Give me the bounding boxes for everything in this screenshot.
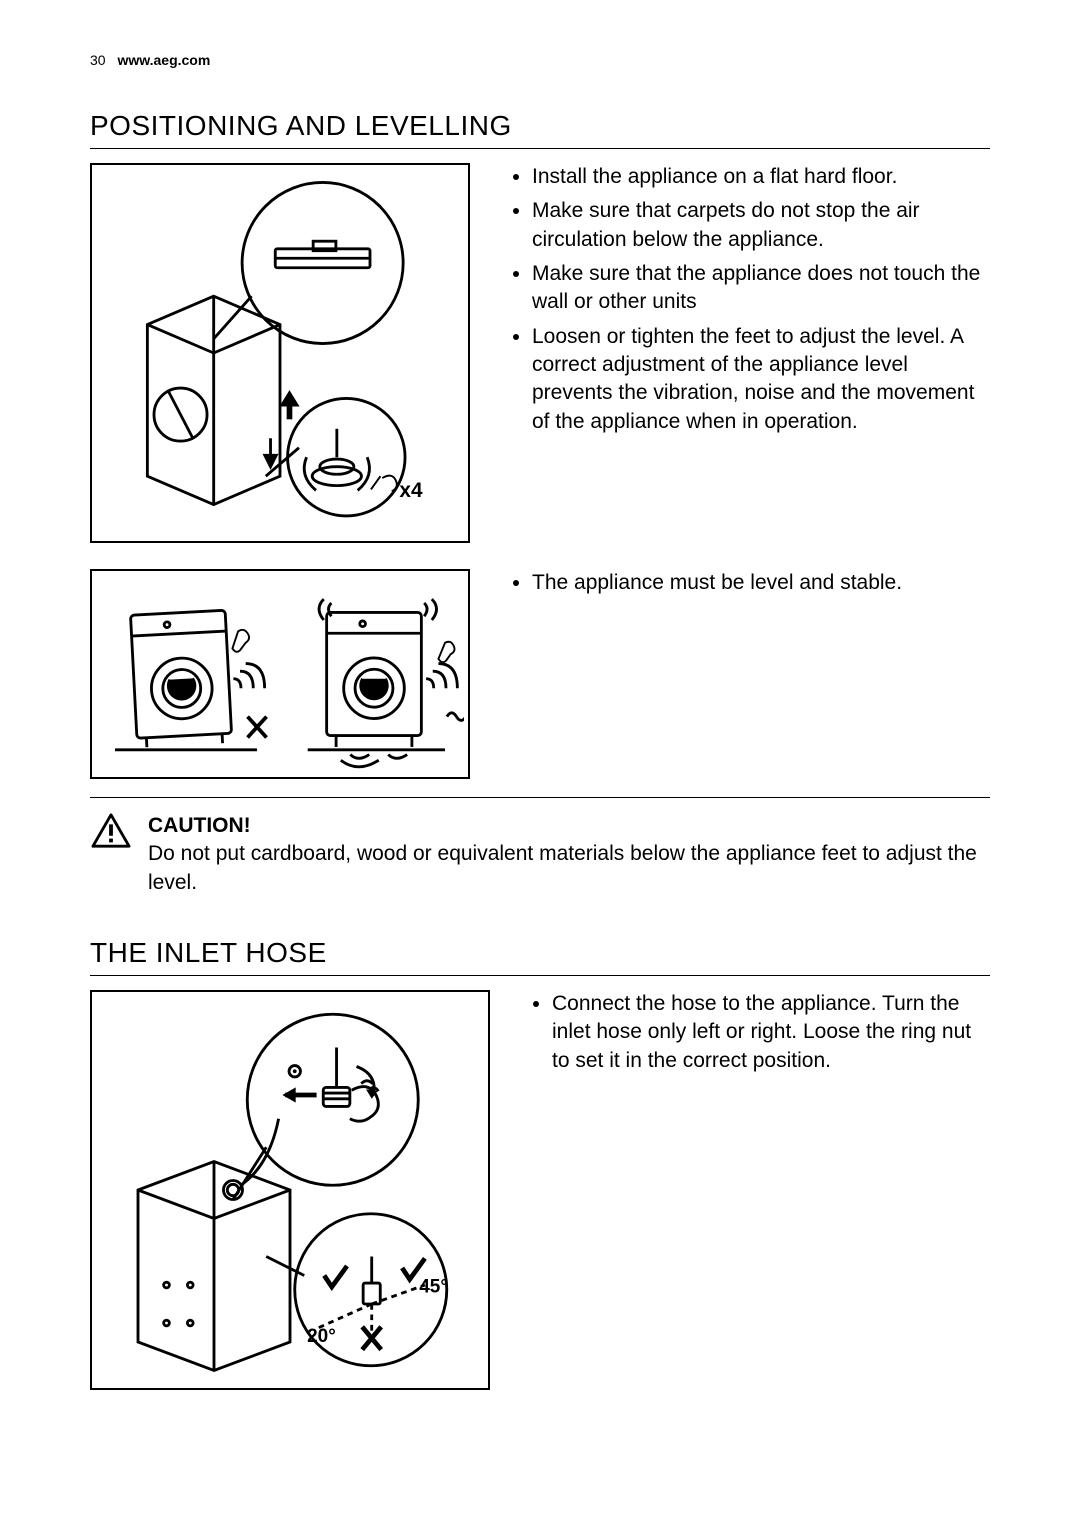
figure-inlet: 20° 45°: [90, 990, 490, 1390]
inlet-diagram-svg: 20° 45°: [100, 1000, 480, 1380]
angle-left-label: 20°: [307, 1326, 336, 1347]
section-title-positioning: POSITIONING AND LEVELLING: [90, 100, 990, 142]
section-rule: [90, 148, 990, 149]
section-rule: [90, 975, 990, 976]
svg-text:x4: x4: [399, 479, 423, 502]
positioning-text-2: The appliance must be level and stable.: [510, 569, 990, 603]
bullet-item: Connect the hose to the appliance. Turn …: [552, 990, 990, 1075]
positioning-row-2: The appliance must be level and stable.: [90, 569, 990, 779]
positioning-bullets-1: Install the appliance on a flat hard flo…: [510, 163, 990, 436]
level-right-svg: [284, 574, 464, 774]
inlet-row: 20° 45° Connect the hose to the applianc…: [90, 990, 990, 1390]
page-header: 30 www.aeg.com: [90, 52, 210, 68]
site-url: www.aeg.com: [117, 52, 210, 68]
caution-block: CAUTION! Do not put cardboard, wood or e…: [90, 812, 990, 897]
bullet-item: Install the appliance on a flat hard flo…: [532, 163, 990, 191]
inlet-bullets: Connect the hose to the appliance. Turn …: [530, 990, 990, 1075]
positioning-row-1: x4 Install the appliance on a flat hard …: [90, 163, 990, 543]
level-wrong: [92, 571, 280, 777]
levelling-diagram-svg: x4: [100, 173, 460, 533]
level-right: [280, 571, 468, 777]
caution-text: CAUTION! Do not put cardboard, wood or e…: [148, 812, 990, 897]
caution-label: CAUTION!: [148, 812, 990, 840]
bullet-item: The appliance must be level and stable.: [532, 569, 990, 597]
caution-body: Do not put cardboard, wood or equivalent…: [148, 840, 990, 897]
positioning-bullets-2: The appliance must be level and stable.: [510, 569, 990, 597]
bullet-item: Loosen or tighten the feet to adjust the…: [532, 323, 990, 436]
section-rule: [90, 797, 990, 798]
section-title-inlet: THE INLET HOSE: [90, 927, 990, 969]
page-number: 30: [90, 52, 106, 68]
figure-levelling: x4: [90, 163, 470, 543]
bullet-item: Make sure that carpets do not stop the a…: [532, 197, 990, 254]
level-wrong-svg: [96, 574, 276, 774]
positioning-text-1: Install the appliance on a flat hard flo…: [510, 163, 990, 442]
inlet-text: Connect the hose to the appliance. Turn …: [530, 990, 990, 1081]
manual-page: 30 www.aeg.com POSITIONING AND LEVELLING: [0, 0, 1080, 1529]
angle-right-label: 45°: [419, 1277, 448, 1298]
figure-level-pair: [90, 569, 470, 779]
caution-icon: [90, 812, 132, 855]
bullet-item: Make sure that the appliance does not to…: [532, 260, 990, 317]
